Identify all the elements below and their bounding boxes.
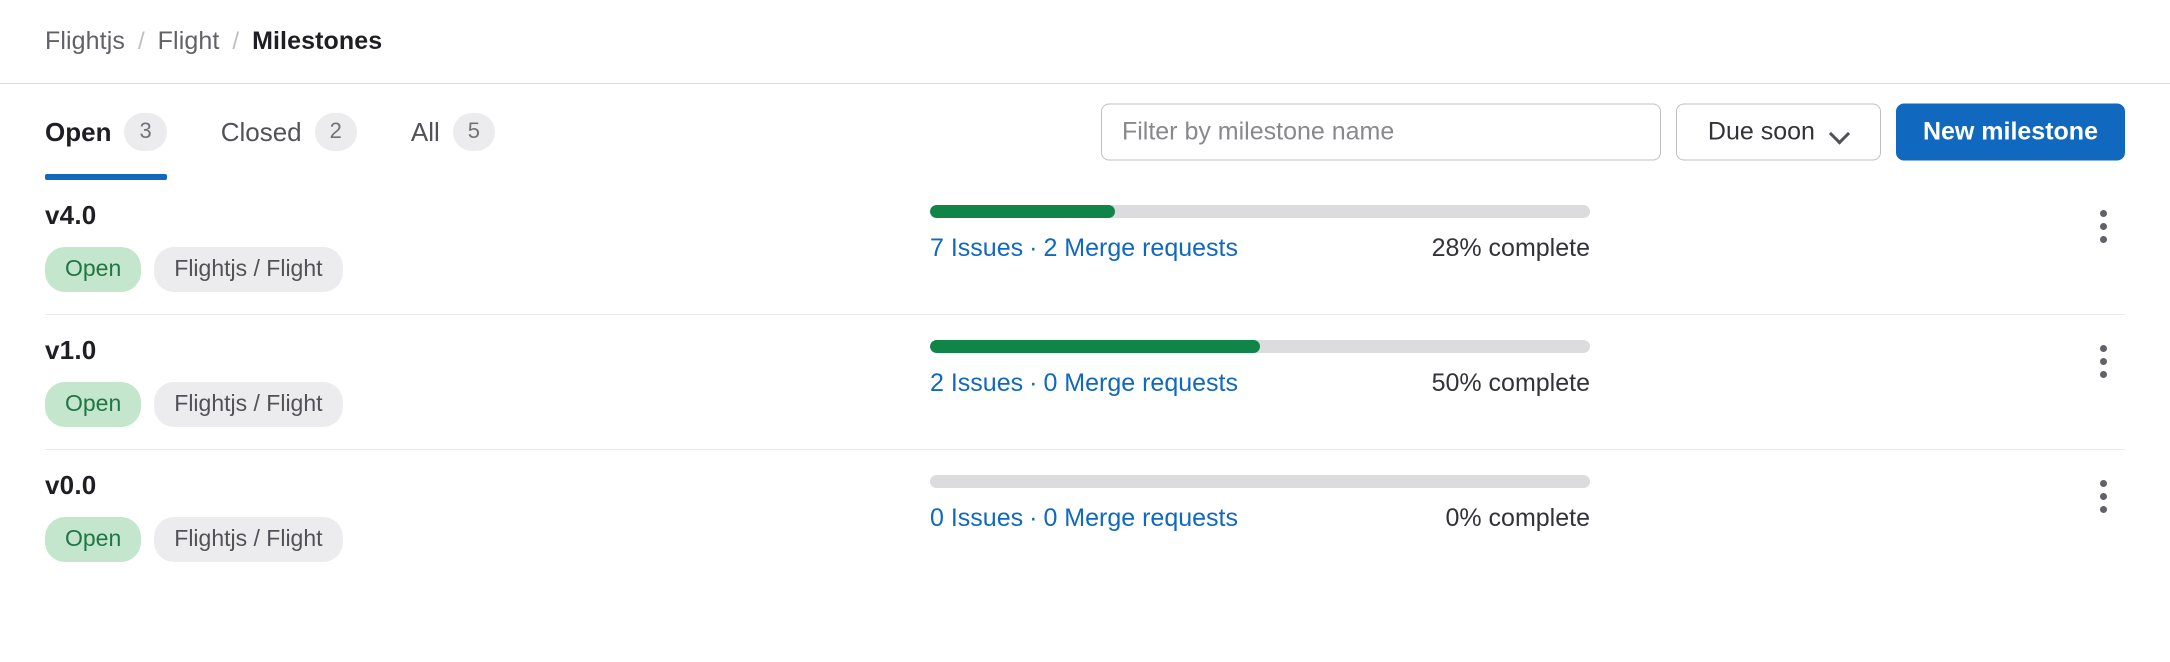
merge-requests-link[interactable]: 0 Merge requests bbox=[1043, 369, 1238, 398]
merge-requests-link[interactable]: 2 Merge requests bbox=[1043, 234, 1238, 262]
search-input[interactable] bbox=[1100, 103, 1661, 161]
breadcrumb-item-group[interactable]: Flightjs bbox=[45, 27, 125, 55]
tab-all-label: All bbox=[410, 116, 440, 147]
project-badge: Flightjs / Flight bbox=[154, 247, 343, 293]
breadcrumb-item-current: Milestones bbox=[252, 27, 383, 55]
issues-link[interactable]: 0 Issues bbox=[930, 504, 1024, 533]
tab-open[interactable]: Open 3 bbox=[45, 84, 194, 180]
counts-separator: · bbox=[1029, 234, 1038, 262]
project-badge: Flightjs / Flight bbox=[154, 517, 343, 563]
milestone-info: v1.0 Open Flightjs / Flight bbox=[45, 333, 930, 428]
issues-link[interactable]: 7 Issues bbox=[930, 234, 1024, 262]
milestone-row: v0.0 Open Flightjs / Flight 0 Issues · 0 M… bbox=[45, 450, 2125, 584]
milestone-progress-area: 0 Issues · 0 Merge requests 0% complete bbox=[930, 468, 1590, 533]
progress-bar-fill bbox=[930, 340, 1260, 354]
breadcrumb-separator: / bbox=[138, 27, 145, 55]
tab-open-count: 3 bbox=[124, 113, 167, 151]
progress-bar bbox=[930, 475, 1590, 489]
progress-bar bbox=[930, 205, 1590, 218]
tab-all[interactable]: All 5 bbox=[384, 84, 522, 180]
tab-closed[interactable]: Closed 2 bbox=[194, 84, 384, 180]
sort-dropdown-label: Due soon bbox=[1707, 117, 1815, 146]
new-milestone-button[interactable]: New milestone bbox=[1895, 103, 2125, 161]
milestone-progress-area: 2 Issues · 0 Merge requests 50% complete bbox=[930, 333, 1590, 398]
milestone-badges: Open Flightjs / Flight bbox=[45, 247, 930, 293]
kebab-dot bbox=[2099, 344, 2107, 352]
chevron-down-icon bbox=[1831, 127, 1849, 138]
breadcrumb-item-project[interactable]: Flight bbox=[157, 27, 220, 55]
kebab-dot bbox=[2099, 357, 2107, 365]
sort-dropdown[interactable]: Due soon bbox=[1675, 103, 1881, 161]
milestone-row: v4.0 Open Flightjs / Flight 7 Issues · 2 M… bbox=[45, 180, 2125, 316]
completion-text: 50% complete bbox=[1431, 369, 1590, 398]
milestone-counts: 0 Issues · 0 Merge requests bbox=[930, 504, 1238, 533]
status-badge: Open bbox=[45, 382, 142, 428]
milestone-row: v1.0 Open Flightjs / Flight 2 Issues · 0 M… bbox=[45, 315, 2125, 451]
kebab-menu-icon[interactable] bbox=[2081, 202, 2125, 250]
kebab-dot bbox=[2099, 370, 2107, 378]
milestone-stats: 2 Issues · 0 Merge requests 50% complete bbox=[930, 369, 1590, 398]
milestone-counts: 7 Issues · 2 Merge requests bbox=[930, 234, 1238, 263]
status-badge: Open bbox=[45, 247, 142, 293]
toolbar-controls: Due soon New milestone bbox=[1100, 103, 2125, 161]
kebab-dot bbox=[2099, 479, 2107, 487]
tab-all-count: 5 bbox=[452, 113, 496, 151]
kebab-dot bbox=[2099, 235, 2107, 243]
progress-bar bbox=[930, 340, 1590, 354]
milestone-list: v4.0 Open Flightjs / Flight 7 Issues · 2 M… bbox=[0, 180, 2170, 584]
kebab-dot bbox=[2099, 222, 2107, 230]
state-tabs: Open 3 Closed 2 All 5 bbox=[45, 84, 522, 180]
milestone-badges: Open Flightjs / Flight bbox=[45, 382, 930, 428]
milestone-info: v4.0 Open Flightjs / Flight bbox=[45, 198, 930, 293]
kebab-dot bbox=[2099, 505, 2107, 513]
merge-requests-link[interactable]: 0 Merge requests bbox=[1043, 504, 1238, 533]
milestone-badges: Open Flightjs / Flight bbox=[45, 517, 930, 563]
milestone-title[interactable]: v0.0 bbox=[45, 470, 97, 501]
issues-link[interactable]: 2 Issues bbox=[930, 369, 1024, 398]
milestone-title[interactable]: v4.0 bbox=[45, 200, 97, 230]
tab-closed-label: Closed bbox=[220, 116, 302, 147]
milestone-counts: 2 Issues · 0 Merge requests bbox=[930, 369, 1238, 398]
kebab-menu-icon[interactable] bbox=[2081, 337, 2125, 385]
kebab-menu-icon[interactable] bbox=[2081, 472, 2125, 520]
tab-open-label: Open bbox=[45, 116, 112, 147]
completion-text: 28% complete bbox=[1431, 234, 1590, 262]
milestone-progress-area: 7 Issues · 2 Merge requests 28% complete bbox=[930, 198, 1590, 263]
counts-separator: · bbox=[1029, 504, 1038, 533]
completion-text: 0% complete bbox=[1445, 504, 1590, 533]
counts-separator: · bbox=[1029, 369, 1038, 398]
status-badge: Open bbox=[45, 517, 142, 563]
kebab-dot bbox=[2099, 492, 2107, 500]
breadcrumb: Flightjs / Flight / Milestones bbox=[0, 0, 2170, 84]
project-badge: Flightjs / Flight bbox=[154, 382, 343, 428]
breadcrumb-separator: / bbox=[232, 27, 240, 55]
milestone-stats: 0 Issues · 0 Merge requests 0% complete bbox=[930, 504, 1590, 533]
milestone-stats: 7 Issues · 2 Merge requests 28% complete bbox=[930, 234, 1590, 263]
milestone-title[interactable]: v1.0 bbox=[45, 335, 97, 366]
kebab-dot bbox=[2099, 209, 2107, 217]
milestones-toolbar: Open 3 Closed 2 All 5 Due soon New miles… bbox=[0, 84, 2170, 180]
milestone-info: v0.0 Open Flightjs / Flight bbox=[45, 468, 930, 563]
progress-bar-fill bbox=[930, 205, 1115, 218]
tab-closed-count: 2 bbox=[314, 113, 357, 151]
